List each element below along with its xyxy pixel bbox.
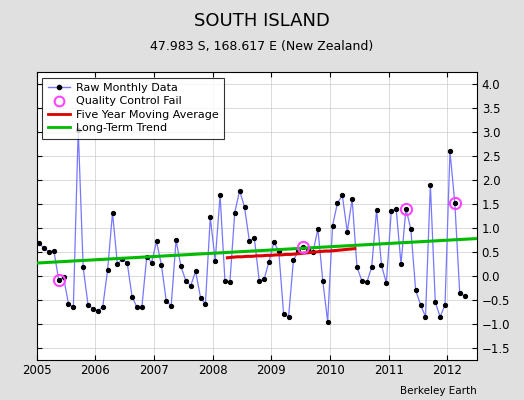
Legend: Raw Monthly Data, Quality Control Fail, Five Year Moving Average, Long-Term Tren: Raw Monthly Data, Quality Control Fail, … <box>42 78 224 139</box>
Text: SOUTH ISLAND: SOUTH ISLAND <box>194 12 330 30</box>
Text: 47.983 S, 168.617 E (New Zealand): 47.983 S, 168.617 E (New Zealand) <box>150 40 374 53</box>
Text: Berkeley Earth: Berkeley Earth <box>400 386 477 396</box>
